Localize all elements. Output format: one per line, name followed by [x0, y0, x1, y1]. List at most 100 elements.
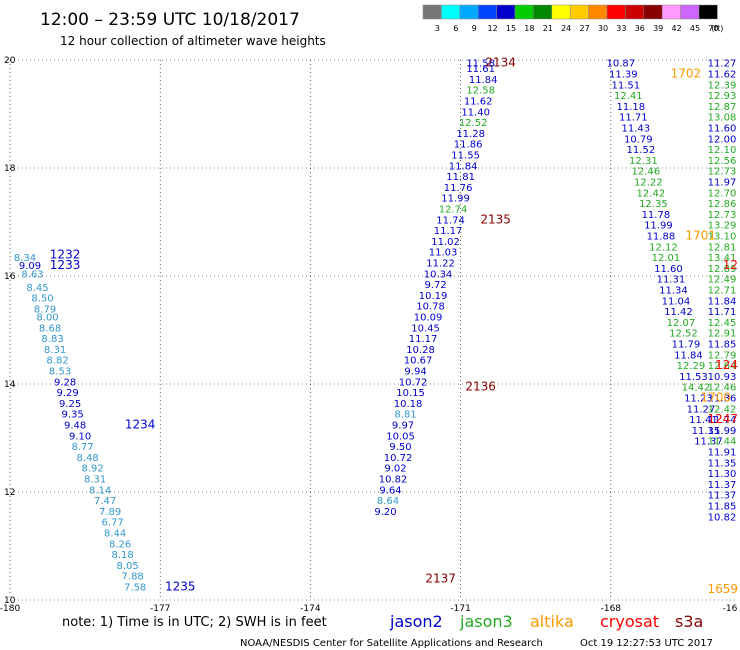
- wave-height-value: 12.52: [459, 118, 488, 129]
- wave-height-value: 11.91: [708, 448, 737, 459]
- colorbar-swatch: [588, 4, 608, 20]
- time-label: 2136: [465, 380, 496, 394]
- time-label: 1701: [685, 229, 716, 243]
- wave-height-value: 12.46: [708, 383, 737, 394]
- wave-height-value: 12.86: [708, 199, 737, 210]
- wave-height-value: 11.34: [659, 286, 688, 297]
- x-tick-label: -174: [300, 604, 321, 614]
- wave-height-value: 10.05: [386, 431, 415, 442]
- wave-height-value: 12.79: [708, 350, 737, 361]
- wave-height-value: 11.85: [708, 502, 737, 513]
- wave-height-value: 12.52: [669, 329, 698, 340]
- y-tick-label: 10: [4, 596, 16, 606]
- wave-height-value: 8.81: [394, 410, 416, 421]
- wave-height-value: 11.62: [464, 97, 493, 108]
- wave-height-value: 12.73: [708, 167, 737, 178]
- legend-cryosat: cryosat: [600, 612, 659, 631]
- wave-height-value: 9.20: [374, 507, 396, 518]
- wave-height-value: 11.71: [619, 113, 648, 124]
- wave-height-value: 10.82: [379, 475, 408, 486]
- time-label: 1232: [50, 247, 81, 261]
- wave-height-value: 12.29: [677, 361, 706, 372]
- wave-height-value: 8.50: [31, 294, 53, 305]
- time-label: 1234: [125, 418, 156, 432]
- wave-height-value: 11.97: [708, 178, 737, 189]
- colorbar-label: 70: [708, 24, 718, 33]
- time-label: 2137: [425, 571, 456, 585]
- wave-height-value: 12.00: [708, 134, 737, 145]
- wave-height-value: 11.88: [647, 232, 676, 243]
- wave-height-value: 8.26: [109, 539, 131, 550]
- wave-height-value: 12.31: [629, 156, 658, 167]
- wave-height-value: 8.48: [76, 453, 98, 464]
- x-tick-label: -16: [723, 604, 738, 614]
- wave-height-value: 11.39: [609, 70, 638, 81]
- colorbar-swatch: [643, 4, 663, 20]
- wave-height-value: 11.17: [434, 226, 463, 237]
- colorbar-swatch: [459, 4, 479, 20]
- wave-height-value: 9.09: [19, 261, 41, 272]
- colorbar-swatch: [606, 4, 626, 20]
- wave-height-value: 9.10: [69, 431, 91, 442]
- colorbar-swatch: [422, 4, 442, 20]
- wave-height-value: 12.70: [708, 188, 737, 199]
- footer-timestamp: Oct 19 12:27:53 UTC 2017: [580, 638, 713, 649]
- wave-height-value: 11.84: [674, 350, 703, 361]
- wave-height-value: 10.19: [419, 291, 448, 302]
- wave-height-value: 10.09: [414, 313, 443, 324]
- wave-height-value: 7.47: [94, 496, 116, 507]
- wave-height-value: 10.45: [411, 323, 440, 334]
- plot-area: [9, 59, 737, 601]
- wave-height-value: 7.58: [124, 583, 146, 594]
- wave-height-value: 11.37: [708, 480, 737, 491]
- wave-height-value: 9.48: [64, 421, 86, 432]
- colorbar-swatch: [551, 4, 571, 20]
- wave-height-value: 8.31: [84, 475, 106, 486]
- wave-height-value: 10.87: [607, 59, 636, 70]
- colorbar-swatch: [625, 4, 645, 20]
- wave-height-value: 11.02: [431, 237, 460, 248]
- wave-height-value: 11.84: [469, 75, 498, 86]
- wave-height-value: 11.74: [436, 215, 465, 226]
- colorbar-label: 36: [635, 24, 645, 33]
- colorbar-label: 39: [653, 24, 663, 33]
- wave-height-value: 11.60: [654, 264, 683, 275]
- wave-height-value: 12.81: [708, 242, 737, 253]
- colorbar-swatch: [569, 4, 589, 20]
- chart-subtitle: 12 hour collection of altimeter wave hei…: [60, 34, 326, 48]
- wave-height-value: 12.39: [708, 80, 737, 91]
- wave-height-value: 12.46: [632, 167, 661, 178]
- wave-height-value: 13.08: [708, 113, 737, 124]
- wave-height-value: 12.64: [708, 361, 737, 372]
- axis-ticks: -180 -177 -174 -171 -168 -16 20 18 16 14 12 10: [0, 56, 738, 614]
- time-label: 1235: [165, 580, 196, 594]
- colorbar-label: 12: [488, 24, 498, 33]
- wave-height-value: 12.41: [614, 91, 643, 102]
- wave-height-value: 8.68: [39, 323, 61, 334]
- wave-height-value: 8.05: [117, 561, 139, 572]
- wave-height-value: 10.72: [399, 377, 428, 388]
- wave-height-value: 10.18: [394, 399, 423, 410]
- chart-title: 12:00 – 23:59 UTC 10/18/2017: [40, 10, 300, 30]
- wave-height-value: 9.35: [61, 410, 83, 421]
- wave-height-value: 12.49: [708, 275, 737, 286]
- wave-height-value: 13.41: [708, 253, 737, 264]
- time-label: 1659: [707, 582, 738, 596]
- colorbar-swatch: [698, 4, 718, 20]
- wave-height-value: 11.17: [409, 334, 438, 345]
- wave-height-value: 12.93: [708, 91, 737, 102]
- wave-height-value: 9.64: [379, 485, 401, 496]
- wave-height-value: 12.42: [637, 188, 666, 199]
- wave-height-value: 12.12: [649, 242, 678, 253]
- wave-height-value: 12.10: [708, 145, 737, 156]
- wave-height-value: 12.74: [439, 205, 468, 216]
- wave-height-value: 12.07: [667, 318, 696, 329]
- wave-height-value: 10.15: [396, 388, 425, 399]
- colorbar-label: 45: [690, 24, 700, 33]
- wave-height-value: 11.52: [627, 145, 656, 156]
- colorbar-label: 27: [580, 24, 590, 33]
- wave-height-value: 11.99: [644, 221, 673, 232]
- wave-height-value: 11.03: [429, 248, 458, 259]
